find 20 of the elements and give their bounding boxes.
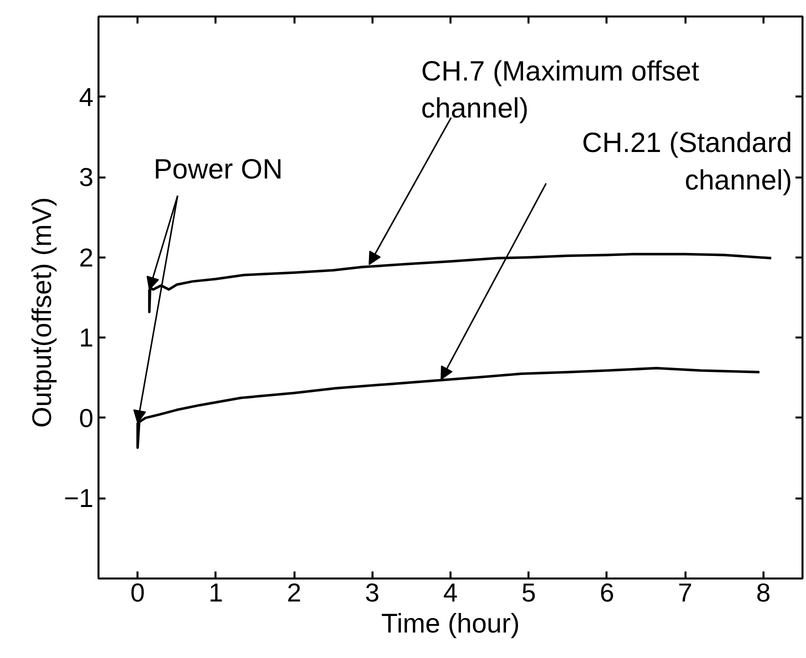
x-tick-label: 2 — [286, 578, 302, 608]
x-tick-label: 1 — [208, 578, 224, 608]
annotation: CH.7 (Maximum offset channel) — [421, 55, 700, 124]
y-tick-label: 0 — [79, 402, 94, 433]
y-tick-label: −1 — [64, 483, 94, 514]
y-tick-label: 2 — [79, 242, 94, 272]
x-tick-label: 8 — [756, 578, 771, 608]
annotation: Power ON — [154, 154, 283, 185]
x-tick-label: 6 — [600, 578, 614, 608]
x-tick-label: 0 — [130, 578, 145, 608]
y-axis-title: Output(offset) (mV) — [26, 197, 57, 428]
x-tick-label: 4 — [443, 578, 458, 608]
x-tick-label: 7 — [678, 578, 692, 608]
annotation: CH.21 (Standard channel) — [582, 127, 792, 196]
y-tick-label: 4 — [79, 82, 94, 112]
y-tick-label: 1 — [79, 322, 94, 353]
x-axis-title: Time (hour) — [381, 608, 520, 638]
y-tick-label: 3 — [79, 162, 94, 192]
x-tick-label: 5 — [521, 578, 536, 608]
x-tick-label: 3 — [365, 578, 380, 608]
